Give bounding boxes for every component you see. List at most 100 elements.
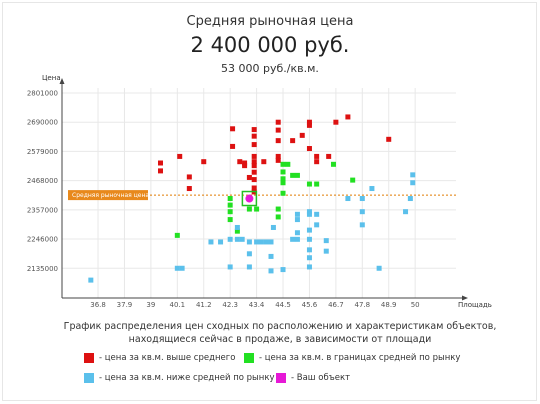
scatter-chart: Средняя рыночная цена 36.8 37.9 39 40.1 41.2… — [27, 74, 492, 309]
data-point-above — [230, 126, 236, 132]
data-point-above — [251, 133, 257, 139]
x-tick-label: 44.5 — [275, 301, 291, 309]
data-point-within — [290, 172, 296, 178]
y-tick-label: 2690000 — [27, 119, 58, 127]
data-point-below — [376, 265, 382, 271]
data-point-below — [314, 222, 320, 228]
y-tick-label: 2135000 — [27, 265, 58, 273]
data-point-below — [306, 264, 312, 270]
chart-tick-labels: 36.8 37.9 39 40.1 41.2 42.3 43.4 44.5 45.6 46.7 47… — [27, 74, 492, 309]
price-per-sqm: 53 000 руб./кв.м. — [221, 62, 319, 75]
data-point-below — [258, 239, 264, 245]
data-point-below — [280, 267, 286, 273]
legend-within-swatch — [244, 353, 254, 363]
x-tick-label: 45.6 — [302, 301, 318, 309]
data-point-within — [275, 206, 281, 212]
data-point-below — [268, 253, 274, 259]
data-point-below — [268, 268, 274, 274]
data-point-above — [306, 119, 312, 125]
average-price-label-bg — [68, 190, 148, 201]
data-point-above — [261, 159, 267, 165]
data-point-above — [177, 153, 183, 159]
data-point-below — [234, 236, 240, 242]
data-point-above — [251, 163, 257, 169]
data-point-above — [201, 159, 207, 165]
chart-points — [88, 114, 416, 283]
data-point-within — [246, 206, 252, 212]
x-tick-label: 47.8 — [355, 301, 371, 309]
data-point-above — [326, 153, 332, 159]
data-point-above — [275, 127, 281, 133]
data-point-within — [285, 161, 291, 167]
data-point-below — [323, 238, 329, 244]
data-point-below — [294, 236, 300, 242]
data-point-below — [290, 236, 296, 242]
data-point-above — [251, 127, 257, 133]
data-point-within — [330, 161, 336, 167]
data-point-below — [306, 209, 312, 215]
legend-above-swatch — [84, 353, 94, 363]
data-point-below — [314, 211, 320, 217]
legend-below: - цена за кв.м. ниже средней по рынку — [84, 373, 275, 383]
data-point-below — [246, 264, 252, 270]
data-point-above — [290, 138, 296, 144]
legend-own-swatch — [276, 373, 286, 383]
caption-line-2: находящиеся сейчас в продаже, в зависимо… — [128, 334, 432, 345]
data-point-below — [294, 211, 300, 217]
x-tick-label: 39 — [146, 301, 155, 309]
data-point-below — [403, 209, 409, 215]
x-tick-label: 41.2 — [196, 301, 212, 309]
x-tick-label: 46.7 — [328, 301, 344, 309]
data-point-below — [227, 236, 233, 242]
y-tick-label: 2468000 — [27, 177, 58, 185]
x-tick-label: 36.8 — [90, 301, 106, 309]
legend-own-label: - Ваш объект — [291, 373, 351, 383]
data-point-below — [208, 239, 214, 245]
data-point-below — [359, 196, 365, 202]
data-point-above — [314, 153, 320, 159]
average-price-line-label: Средняя рыночная цена — [72, 192, 149, 199]
x-tick-label: 37.9 — [117, 301, 133, 309]
average-price-label: Средняя рыночная цена — [186, 14, 354, 29]
own-object-frame — [241, 190, 258, 207]
data-point-below — [263, 239, 269, 245]
y-tick-label: 2357000 — [27, 206, 58, 214]
data-point-below — [359, 209, 365, 215]
caption-line-1: График распределения цен сходных по расп… — [63, 321, 497, 332]
data-point-below — [88, 277, 94, 283]
data-point-within — [227, 202, 233, 208]
data-point-within — [280, 180, 286, 186]
data-point-within — [350, 177, 356, 183]
data-point-within — [294, 172, 300, 178]
data-point-above — [275, 157, 281, 163]
data-point-below — [174, 265, 180, 271]
data-point-within — [280, 161, 286, 167]
data-point-below — [234, 224, 240, 230]
data-point-below — [306, 255, 312, 261]
data-point-below — [227, 264, 233, 270]
data-point-above — [275, 119, 281, 125]
data-point-below — [345, 196, 351, 202]
data-point-within — [314, 181, 320, 187]
data-point-below — [246, 239, 252, 245]
data-point-below — [410, 180, 416, 186]
data-point-below — [179, 265, 185, 271]
data-point-above — [251, 177, 257, 183]
data-point-above — [314, 159, 320, 165]
data-point-within — [227, 217, 233, 223]
data-point-above — [386, 136, 392, 142]
x-tick-label: 40.1 — [170, 301, 186, 309]
data-point-above — [306, 122, 312, 128]
data-point-below — [323, 248, 329, 254]
legend-below-swatch — [84, 373, 94, 383]
x-axis-title: Площадь — [458, 301, 492, 309]
legend-within: - цена за кв.м. в границах средней по ры… — [244, 353, 460, 363]
data-point-below — [306, 227, 312, 233]
data-point-above — [230, 143, 236, 149]
x-tick-label: 42.3 — [222, 301, 238, 309]
y-tick-label: 2246000 — [27, 236, 58, 244]
data-point-within — [280, 169, 286, 175]
y-tick-label: 2579000 — [27, 148, 58, 156]
data-point-above — [186, 174, 192, 180]
legend-within-label: - цена за кв.м. в границах средней по ры… — [259, 353, 461, 363]
